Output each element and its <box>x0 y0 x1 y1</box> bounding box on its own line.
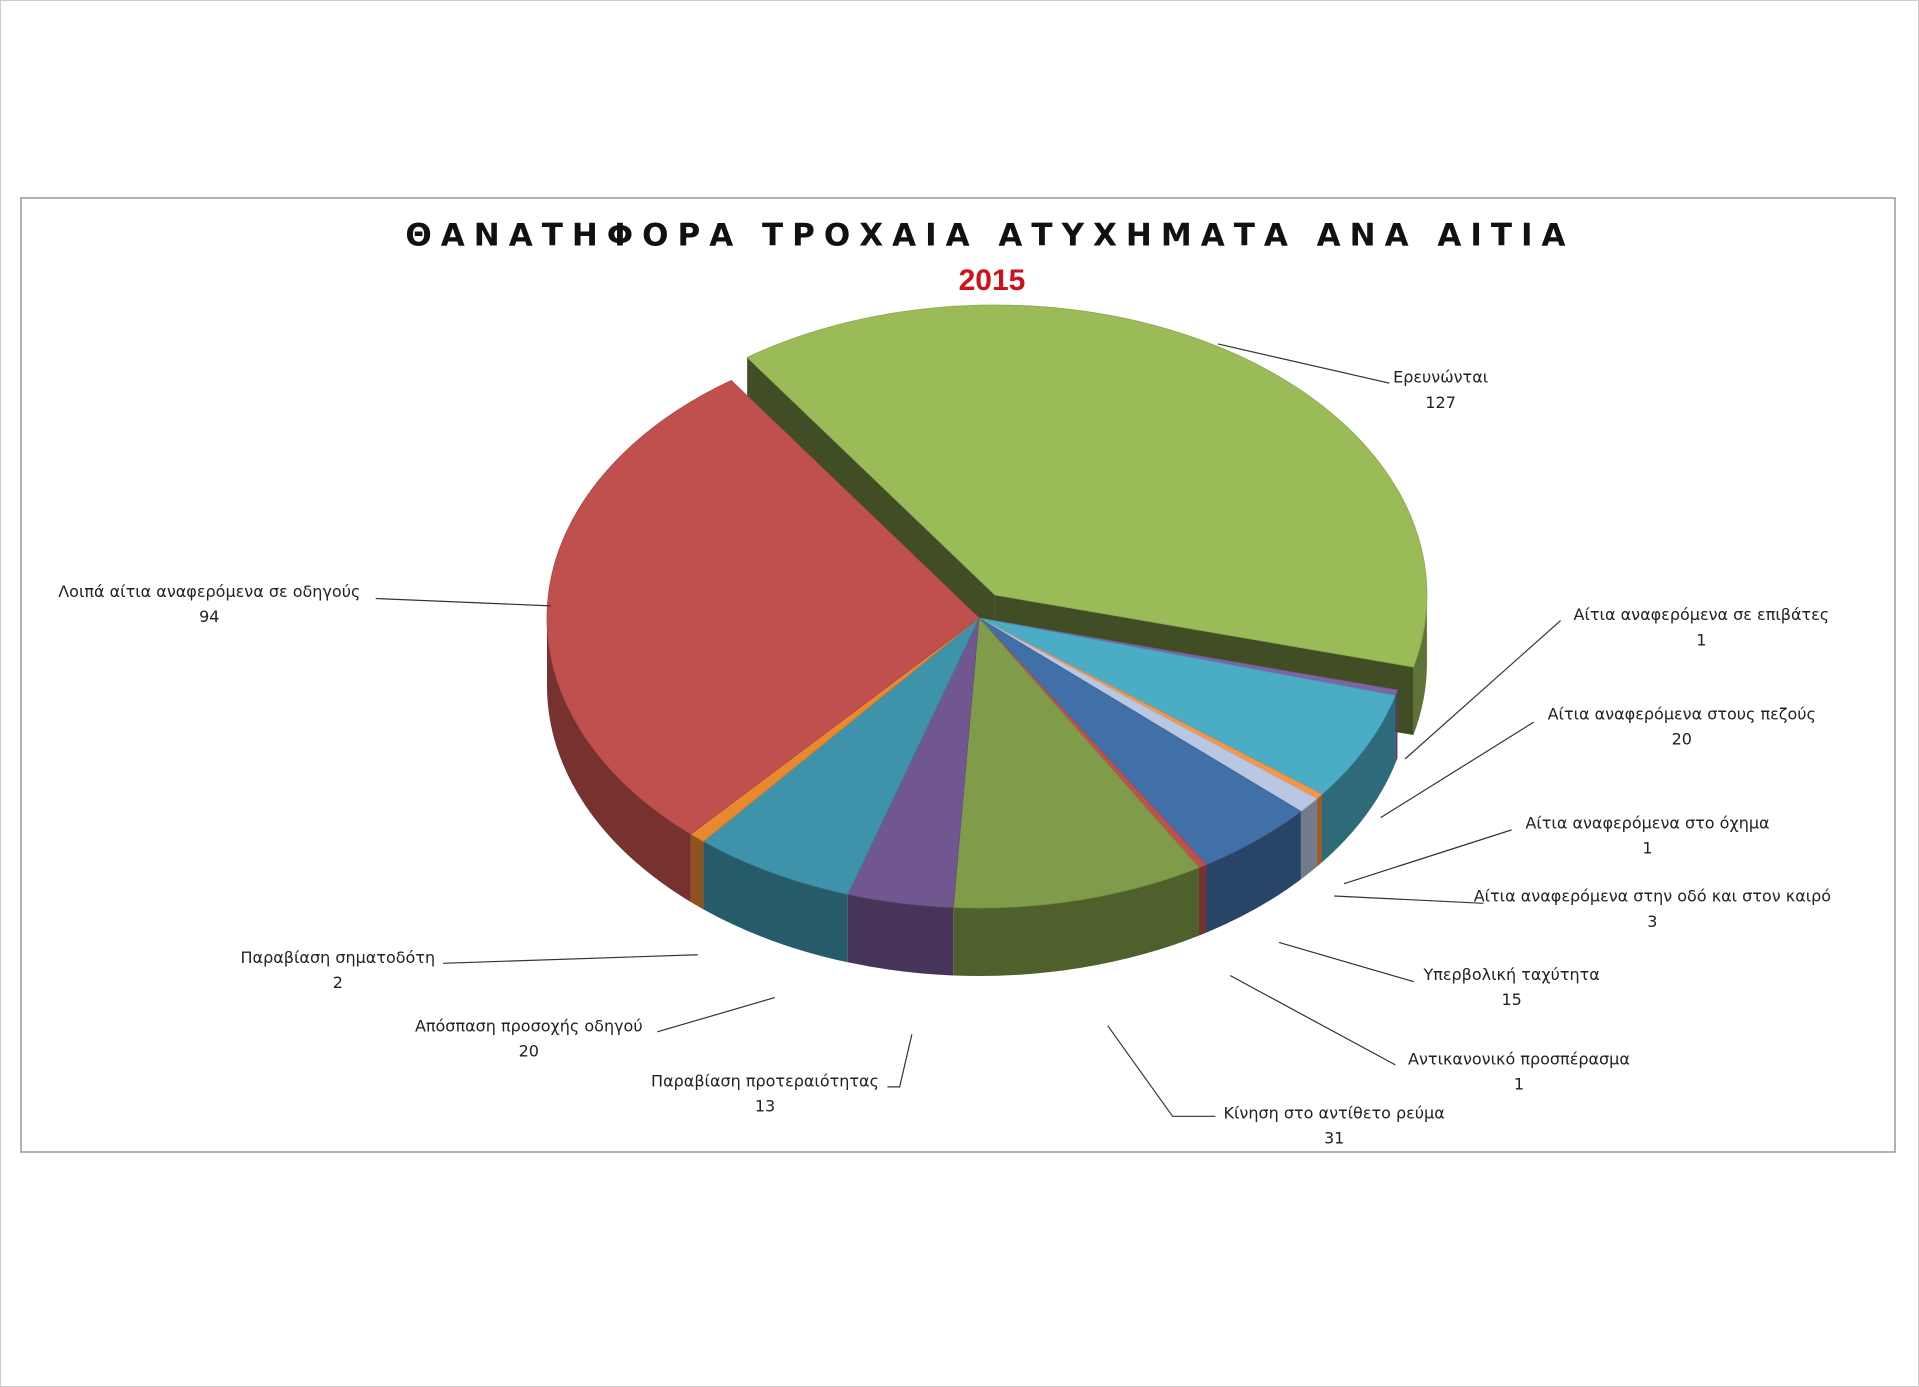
slice-label: Υπερβολική ταχύτητα <box>1422 965 1599 984</box>
leader-line <box>1107 1025 1216 1117</box>
slice-side <box>1395 690 1398 764</box>
leader-line <box>1217 343 1390 384</box>
slice-value: 20 <box>519 1042 539 1061</box>
slice-side <box>953 867 1199 976</box>
pie-slice <box>702 617 980 895</box>
leader-line <box>1404 620 1561 760</box>
slice-value: 1 <box>1642 838 1652 857</box>
slice-label: Αίτια αναφερόμενα σε επιβάτες <box>1574 605 1830 624</box>
leader-line <box>375 597 551 607</box>
slice-value: 15 <box>1501 990 1521 1009</box>
slice-label: Αντικανονικό προσπέρασμα <box>1408 1049 1630 1068</box>
slice-label: Παραβίαση σηματοδότη <box>241 948 436 967</box>
leader-line <box>1343 829 1512 885</box>
slice-side <box>1300 798 1317 880</box>
slice-side <box>1206 811 1301 933</box>
leader-line <box>1334 895 1484 904</box>
chart-subtitle: 2015 <box>959 264 1026 297</box>
pie-slice <box>746 304 1428 668</box>
pie-slice <box>978 617 1396 795</box>
slice-label: Αίτια αναφερόμενα στο όχημα <box>1525 813 1769 832</box>
slice-value: 13 <box>755 1097 775 1116</box>
slice-label: Λοιπά αίτια αναφερόμενα σε οδηγούς <box>58 582 360 601</box>
chart-title: ΘΑΝΑΤΗΦΟΡΑ ΤΡΟΧΑΙΑ ΑΤΥΧΗΜΑΤΑ ΑΝΑ ΑΙΤΙΑ <box>405 218 1574 254</box>
leader-line <box>1229 975 1396 1066</box>
slice-side <box>690 834 704 910</box>
slice-label: Παραβίαση προτεραιότητας <box>651 1072 879 1091</box>
slice-side <box>1316 794 1323 867</box>
slice-side <box>1198 864 1207 936</box>
leader-line <box>1278 941 1414 983</box>
slice-value: 127 <box>1425 393 1456 412</box>
slice-label: Αίτια αναφερόμενα στους πεζούς <box>1548 704 1816 723</box>
slice-value: 1 <box>1514 1075 1524 1094</box>
slice-label: Απόσπαση προσοχής οδηγού <box>415 1016 643 1035</box>
leader-line <box>657 996 775 1033</box>
slice-side <box>1322 695 1396 863</box>
slice-value: 2 <box>333 973 343 992</box>
slice-side <box>547 618 691 903</box>
leader-line <box>887 1034 913 1088</box>
slice-value: 94 <box>199 607 219 626</box>
leader-line <box>1380 721 1534 819</box>
slice-label: Αίτια αναφερόμενα στην οδό και στον καιρ… <box>1474 887 1831 906</box>
leader-line <box>443 954 698 964</box>
pie-slice <box>952 617 1200 909</box>
slice-side <box>703 841 848 963</box>
slice-label: Ερευνώνται <box>1393 368 1488 387</box>
slice-side <box>1413 594 1427 736</box>
slice-value: 1 <box>1696 630 1706 649</box>
slice-value: 20 <box>1672 729 1692 748</box>
slice-value: 3 <box>1647 912 1657 931</box>
slice-value: 31 <box>1324 1128 1344 1147</box>
pie-slice <box>546 379 980 835</box>
slice-side <box>847 894 954 976</box>
slice-label: Κίνηση στο αντίθετο ρεύμα <box>1224 1103 1445 1122</box>
